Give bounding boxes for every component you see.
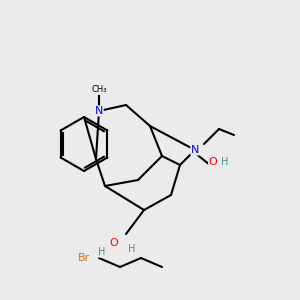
Text: N: N (95, 106, 103, 116)
Text: H: H (98, 247, 106, 257)
Text: H: H (128, 244, 136, 254)
Text: O: O (110, 238, 118, 248)
Text: H: H (221, 157, 229, 167)
Text: Br: Br (78, 253, 90, 263)
Text: O: O (208, 157, 217, 167)
Text: N: N (191, 145, 199, 155)
Text: CH₃: CH₃ (91, 85, 107, 94)
